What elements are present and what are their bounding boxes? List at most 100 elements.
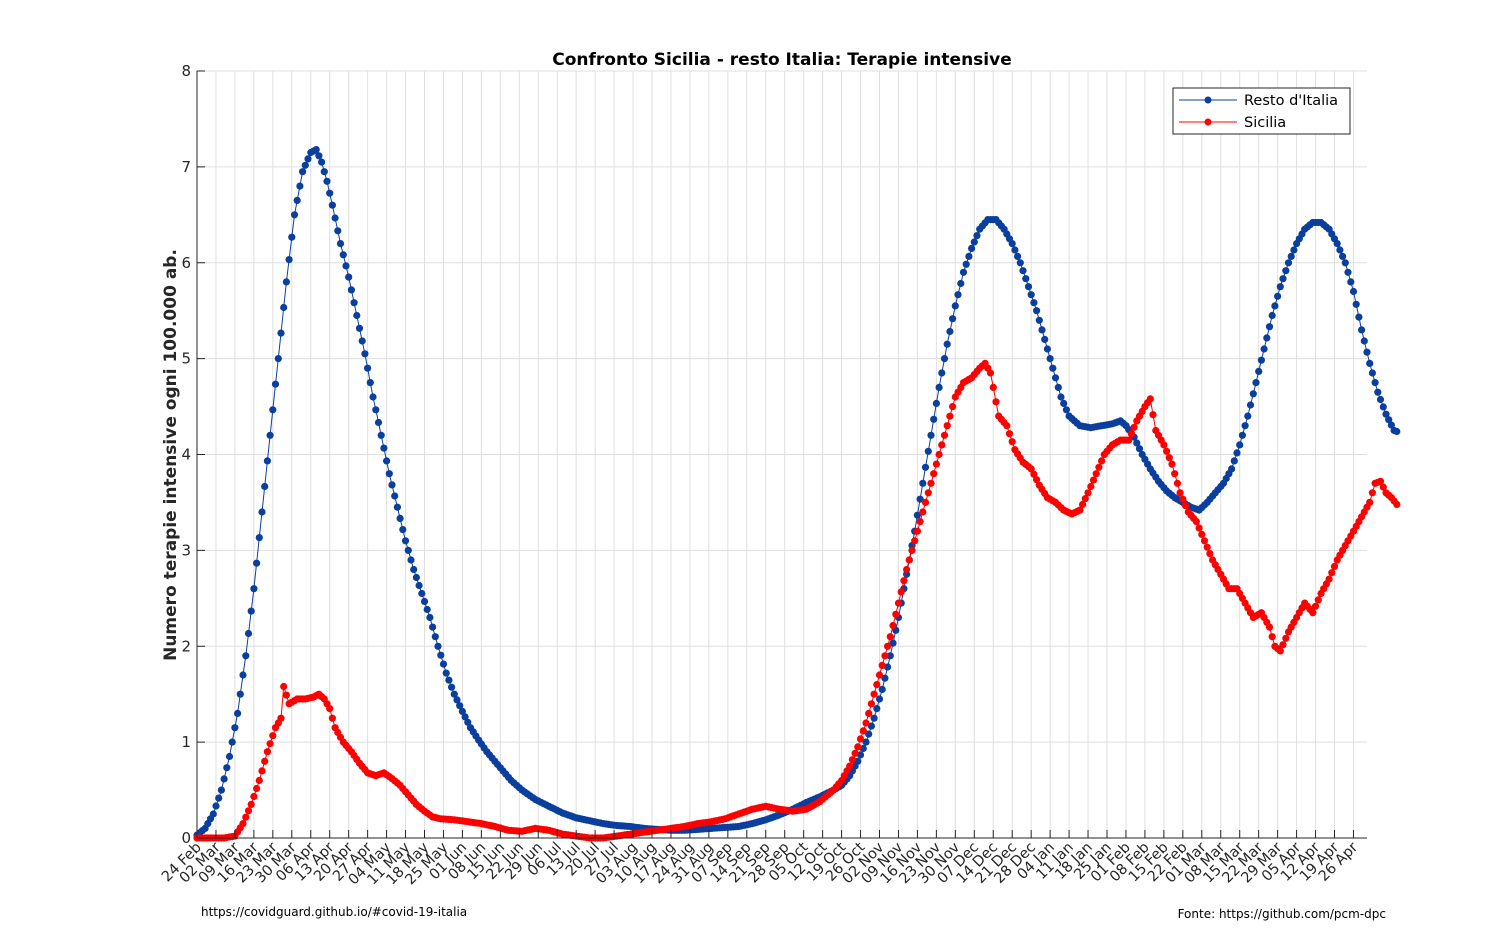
data-point-sicilia xyxy=(875,671,884,679)
data-point-resto-italia xyxy=(266,431,274,439)
data-point-sicilia xyxy=(867,700,876,708)
data-point-resto-italia xyxy=(1014,252,1022,260)
data-point-resto-italia xyxy=(1011,246,1019,254)
data-point-resto-italia xyxy=(396,514,404,523)
data-point-resto-italia xyxy=(334,227,342,235)
data-point-resto-italia xyxy=(913,511,922,519)
data-point-sicilia xyxy=(277,714,285,722)
data-point-resto-italia xyxy=(212,802,220,810)
data-point-resto-italia xyxy=(450,690,458,698)
legend-label-sicilia: Sicilia xyxy=(1244,115,1286,131)
data-point-resto-italia xyxy=(399,526,407,534)
data-point-resto-italia xyxy=(299,168,307,176)
data-point-sicilia xyxy=(1198,530,1206,539)
data-point-resto-italia xyxy=(886,652,894,660)
data-point-sicilia xyxy=(940,431,949,439)
data-point-sicilia xyxy=(916,518,924,526)
data-point-sicilia xyxy=(873,681,881,689)
data-point-resto-italia xyxy=(954,291,962,299)
data-point-resto-italia xyxy=(862,738,870,746)
data-point-sicilia xyxy=(1206,550,1214,558)
data-point-resto-italia xyxy=(1041,335,1049,343)
data-point-sicilia xyxy=(913,527,922,535)
data-point-resto-italia xyxy=(1268,311,1276,320)
data-point-resto-italia xyxy=(263,457,271,465)
data-point-resto-italia xyxy=(1054,383,1062,391)
data-point-resto-italia xyxy=(282,278,290,286)
data-point-resto-italia xyxy=(239,671,247,679)
data-point-resto-italia xyxy=(1051,374,1060,382)
data-point-sicilia xyxy=(1366,498,1374,506)
data-point-resto-italia xyxy=(388,481,396,489)
data-point-resto-italia xyxy=(336,240,345,248)
data-point-resto-italia xyxy=(1271,302,1279,310)
data-point-resto-italia xyxy=(1265,323,1274,331)
data-point-resto-italia xyxy=(1368,369,1376,377)
grid xyxy=(196,70,1367,839)
data-point-resto-italia xyxy=(1230,457,1238,465)
data-point-sicilia xyxy=(1008,438,1016,446)
data-point-resto-italia xyxy=(957,279,965,288)
data-point-resto-italia xyxy=(1238,431,1246,439)
data-point-resto-italia xyxy=(962,260,970,268)
data-point-sicilia xyxy=(1192,518,1200,526)
data-point-sicilia xyxy=(1176,489,1184,497)
data-point-sicilia xyxy=(854,743,862,751)
data-point-sicilia xyxy=(1127,430,1135,438)
data-point-resto-italia xyxy=(949,315,957,323)
data-point-resto-italia xyxy=(1022,275,1030,283)
data-point-resto-italia xyxy=(1043,345,1051,353)
data-point-resto-italia xyxy=(231,724,239,732)
data-point-resto-italia xyxy=(301,161,309,169)
data-point-resto-italia xyxy=(410,565,418,574)
data-point-sicilia xyxy=(1379,483,1387,491)
data-point-resto-italia xyxy=(464,718,472,726)
data-point-sicilia xyxy=(1081,495,1089,503)
data-point-resto-italia xyxy=(873,705,881,713)
data-point-resto-italia xyxy=(1257,356,1265,364)
data-point-sicilia xyxy=(886,633,894,641)
data-point-resto-italia xyxy=(859,744,867,753)
data-point-resto-italia xyxy=(1366,359,1374,367)
data-point-resto-italia xyxy=(1027,291,1035,299)
data-point-resto-italia xyxy=(361,350,369,358)
data-point-resto-italia xyxy=(225,752,234,761)
data-point-resto-italia xyxy=(274,355,282,363)
data-point-resto-italia xyxy=(889,639,897,647)
data-point-resto-italia xyxy=(285,256,293,264)
data-point-resto-italia xyxy=(1049,364,1057,372)
data-point-resto-italia xyxy=(1228,465,1236,473)
data-point-resto-italia xyxy=(1030,299,1038,307)
data-point-resto-italia xyxy=(393,503,401,511)
data-point-resto-italia xyxy=(220,775,228,783)
data-point-resto-italia xyxy=(1060,399,1068,407)
data-point-sicilia xyxy=(903,565,911,574)
data-point-resto-italia xyxy=(1236,441,1244,449)
data-point-resto-italia xyxy=(1284,259,1293,267)
data-point-resto-italia xyxy=(1252,379,1260,387)
data-point-resto-italia xyxy=(1336,246,1344,254)
data-point-sicilia xyxy=(911,537,919,545)
data-point-sicilia xyxy=(1076,506,1084,514)
data-point-sicilia xyxy=(870,690,878,698)
data-point-sicilia xyxy=(1179,495,1187,503)
data-point-resto-italia xyxy=(320,168,328,176)
data-point-sicilia xyxy=(1393,500,1401,508)
data-point-resto-italia xyxy=(1038,326,1046,334)
data-point-resto-italia xyxy=(434,642,442,650)
data-point-sicilia xyxy=(856,735,865,743)
data-point-resto-italia xyxy=(1276,283,1284,291)
data-point-resto-italia xyxy=(951,302,959,310)
y-tick-label: 8 xyxy=(181,62,191,80)
data-point-sicilia xyxy=(1181,502,1190,510)
footer-source-url: https://covidguard.github.io/#covid-19-i… xyxy=(201,905,467,919)
data-point-resto-italia xyxy=(209,810,217,818)
data-point-sicilia xyxy=(1033,476,1041,484)
data-point-resto-italia xyxy=(420,597,429,606)
data-point-sicilia xyxy=(1173,479,1181,487)
data-point-resto-italia xyxy=(1016,259,1024,267)
y-tick-label: 6 xyxy=(181,254,191,272)
data-point-sicilia xyxy=(943,422,951,430)
data-point-resto-italia xyxy=(345,273,353,281)
data-point-resto-italia xyxy=(1249,390,1257,398)
